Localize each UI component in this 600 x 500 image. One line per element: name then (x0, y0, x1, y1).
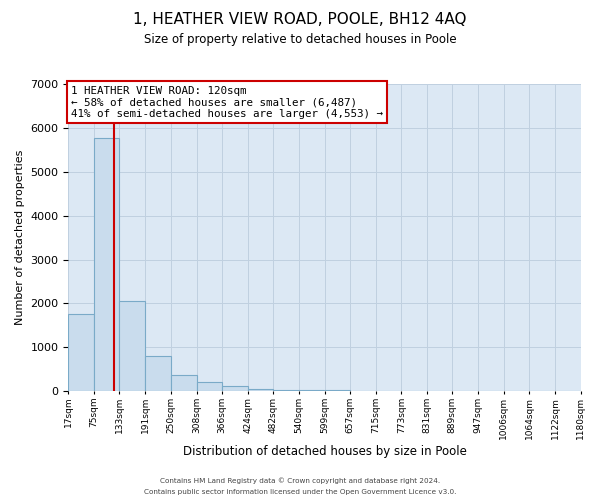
Y-axis label: Number of detached properties: Number of detached properties (15, 150, 25, 326)
Bar (273, 390, 299, 392)
Text: Contains HM Land Registry data © Crown copyright and database right 2024.: Contains HM Land Registry data © Crown c… (160, 478, 440, 484)
Text: 1 HEATHER VIEW ROAD: 120sqm
← 58% of detached houses are smaller (6,487)
41% of : 1 HEATHER VIEW ROAD: 120sqm ← 58% of det… (71, 86, 383, 118)
Bar (68, 314, 94, 392)
Text: 1, HEATHER VIEW ROAD, POOLE, BH12 4AQ: 1, HEATHER VIEW ROAD, POOLE, BH12 4AQ (133, 12, 467, 28)
Bar (171, 375, 197, 392)
X-axis label: Distribution of detached houses by size in Poole: Distribution of detached houses by size … (182, 444, 466, 458)
Bar (325, 390, 350, 392)
Bar (94, 138, 119, 392)
Bar (145, 356, 170, 392)
Bar (248, 389, 273, 392)
Bar (299, 390, 324, 392)
Bar (222, 386, 248, 392)
Text: Size of property relative to detached houses in Poole: Size of property relative to detached ho… (143, 32, 457, 46)
Bar (197, 382, 222, 392)
Bar (119, 301, 145, 392)
Text: Contains public sector information licensed under the Open Government Licence v3: Contains public sector information licen… (144, 489, 456, 495)
